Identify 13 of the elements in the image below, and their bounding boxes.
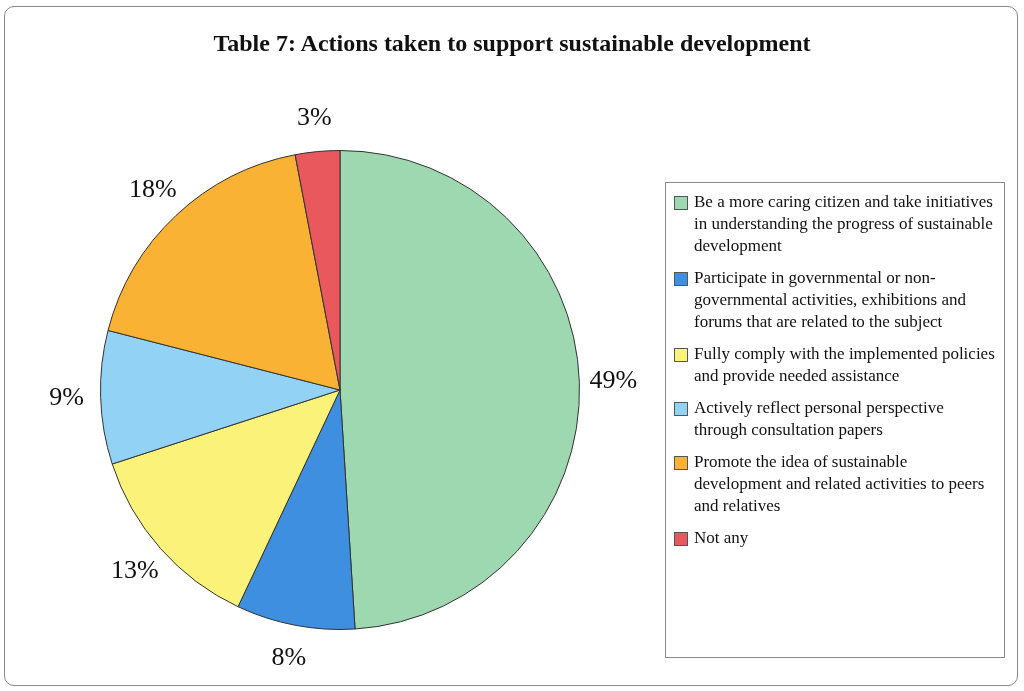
data-label: 8% bbox=[271, 642, 307, 672]
legend-label: Participate in governmental or non-governmental activities, exhibitions and forums that are related to the subject bbox=[694, 267, 967, 333]
legend-label: Actively reflect personal perspective through consultation papers bbox=[694, 397, 945, 441]
legend-label: Fully comply with the implemented policies and provide needed assistance bbox=[694, 343, 996, 387]
data-label: 49% bbox=[589, 365, 638, 395]
legend-label: Not any bbox=[694, 527, 749, 549]
data-label: 13% bbox=[111, 554, 159, 584]
data-label: 18% bbox=[128, 174, 177, 204]
data-label: 9% bbox=[49, 382, 84, 412]
legend-label: Promote the idea of sustainable development and related activities to peers and relatives bbox=[694, 451, 986, 517]
legend-label: Be a more caring citizen and take initiatives in understanding the progress of sustainable development bbox=[694, 191, 994, 257]
data-label: 3% bbox=[296, 101, 332, 131]
chart-title: Table 7: Actions taken to support sustainable development bbox=[212, 30, 812, 57]
